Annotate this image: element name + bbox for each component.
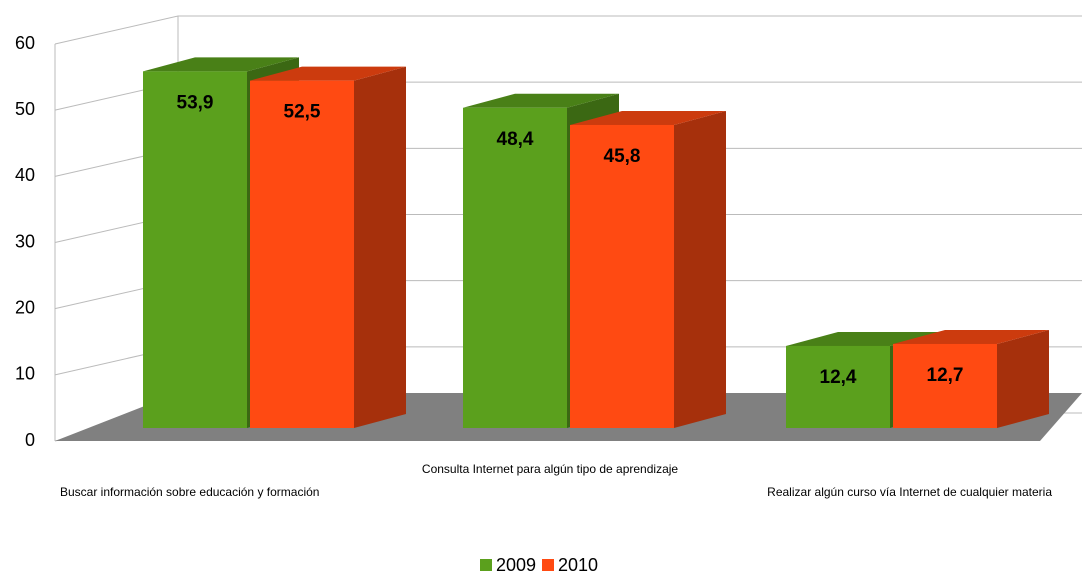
- legend-label: 2010: [558, 555, 598, 575]
- bar-top: [250, 66, 406, 81]
- value-label: 48,4: [497, 129, 534, 150]
- value-label: 53,9: [177, 92, 214, 113]
- bar-top: [893, 329, 1049, 344]
- x-tick-label: Buscar información sobre educación y for…: [60, 485, 319, 499]
- value-label: 45,8: [604, 146, 641, 167]
- bar-side: [997, 329, 1049, 428]
- bar: [570, 124, 674, 428]
- legend-label: 2009: [496, 555, 536, 575]
- bar-side: [674, 110, 726, 428]
- grid-line: [54, 15, 1082, 45]
- legend-swatch: [480, 559, 492, 571]
- value-label: 52,5: [284, 102, 321, 123]
- y-tick-label: 60: [15, 33, 35, 53]
- bar-top: [463, 93, 619, 108]
- bar: [250, 80, 354, 428]
- bar: [463, 107, 567, 429]
- value-label: 12,4: [820, 367, 857, 388]
- x-tick-label: Realizar algún curso vía Internet de cua…: [767, 485, 1052, 499]
- y-tick-label: 10: [15, 364, 35, 384]
- legend-swatch: [542, 559, 554, 571]
- bar: [786, 345, 890, 428]
- y-tick-label: 50: [15, 99, 35, 119]
- value-label: 12,7: [927, 365, 964, 386]
- bar: [893, 343, 997, 428]
- x-tick-label: Consulta Internet para algún tipo de apr…: [422, 462, 679, 476]
- bar: [143, 71, 247, 428]
- y-tick-label: 30: [15, 231, 35, 251]
- bar-top: [143, 57, 299, 72]
- y-tick-label: 40: [15, 165, 35, 185]
- y-tick-label: 20: [15, 297, 35, 317]
- y-tick-label: 0: [25, 430, 35, 450]
- bar-side: [354, 66, 406, 428]
- bar-top: [570, 110, 726, 125]
